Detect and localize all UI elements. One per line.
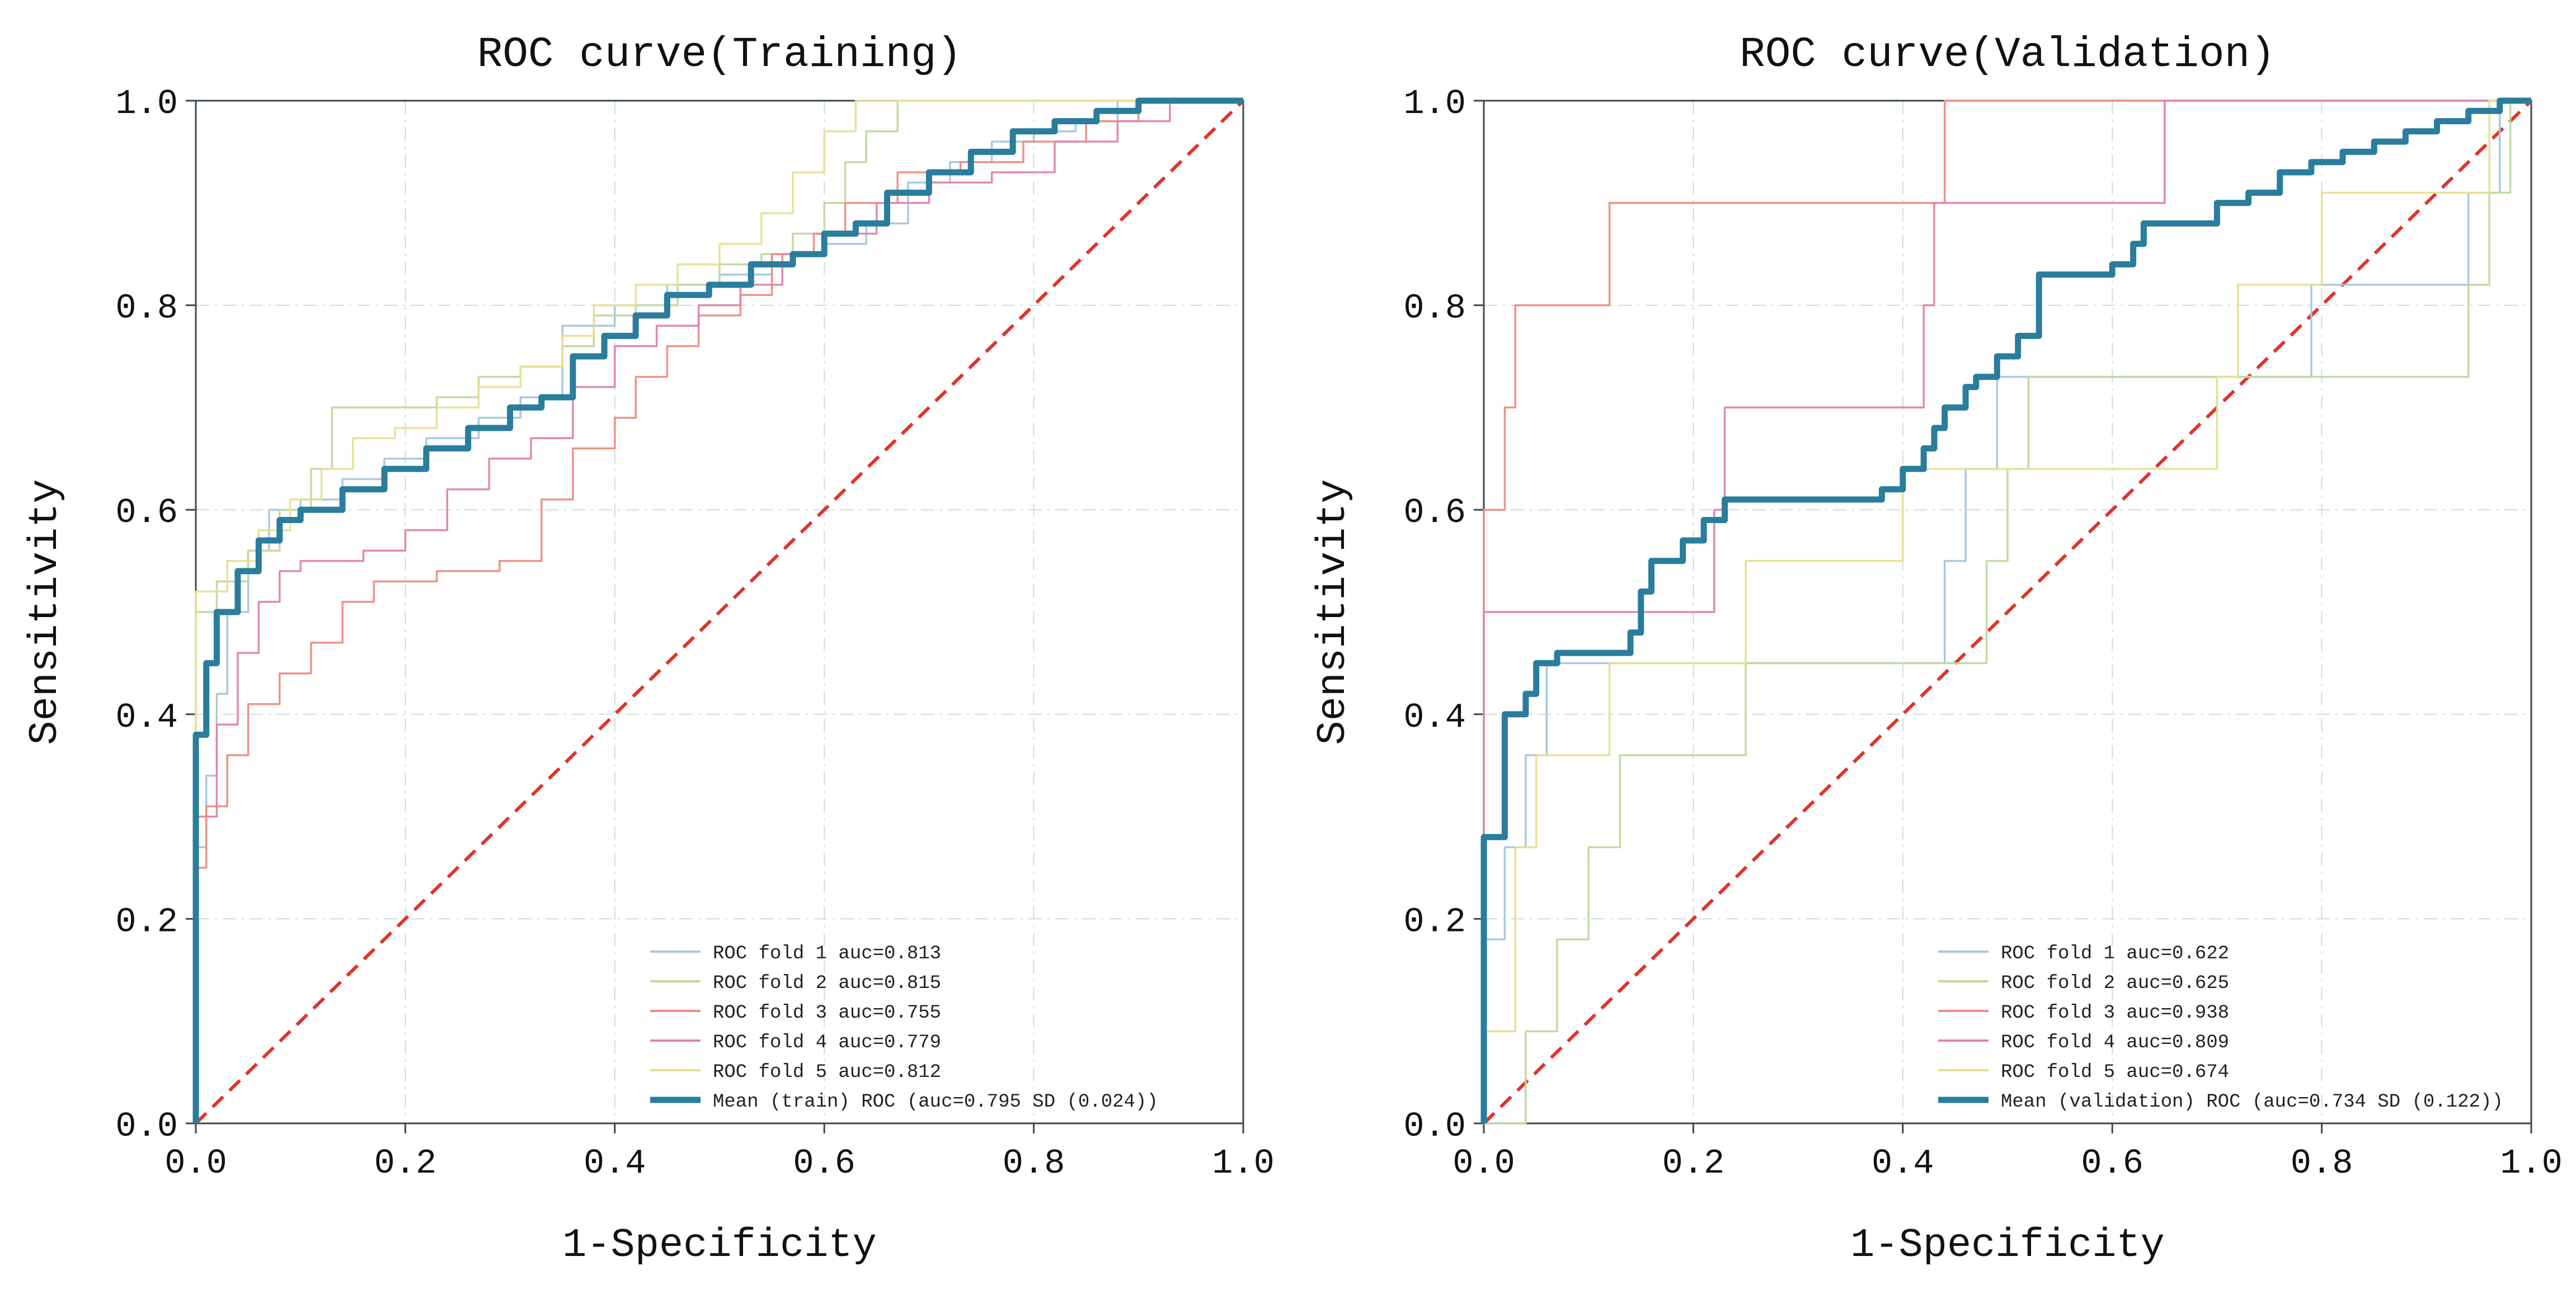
x-tick-label: 0.2 <box>374 1144 437 1183</box>
y-tick-label: 0.0 <box>1403 1107 1466 1146</box>
x-tick-label: 1.0 <box>2500 1144 2563 1183</box>
x-tick-label: 0.4 <box>584 1144 646 1183</box>
x-tick-label: 0.8 <box>1003 1144 1065 1183</box>
diagonal-reference-line <box>1482 99 2533 1125</box>
roc-curve-fold-5 <box>1483 100 2531 1123</box>
y-tick-label: 0.0 <box>115 1107 178 1146</box>
y-tick-label: 1.0 <box>115 84 178 124</box>
y-axis-label: Sensitivity <box>1310 479 1356 745</box>
y-tick-label: 0.8 <box>115 289 178 328</box>
x-tick-label: 0.0 <box>164 1144 227 1183</box>
x-axis-label: 1-Specificity <box>1850 1222 2165 1268</box>
roc-chart-validation: 0.00.0 0.2 0.2 0.4 0.4 0.6 0.6 0.8 0.8 1.0 1.0 ROC … <box>1310 31 2563 1268</box>
x-tick-label: 0.6 <box>793 1144 855 1183</box>
legend-label: Mean (train) ROC (auc=0.795 SD (0.024)) <box>713 1091 1158 1113</box>
legend-label: ROC fold 5 auc=0.674 <box>2001 1062 2229 1083</box>
roc-curve-fold-2 <box>195 100 1243 1123</box>
x-tick-label: 0.0 <box>1452 1144 1515 1183</box>
x-tick-label: 0.6 <box>2081 1144 2143 1183</box>
legend-label: ROC fold 3 auc=0.755 <box>713 1003 941 1024</box>
roc-curve-fold-4 <box>1483 100 2531 1123</box>
x-axis-label: 1-Specificity <box>562 1222 877 1268</box>
chart-title: ROC curve(Validation) <box>1740 31 2276 79</box>
y-tick-label: 0.6 <box>1403 493 1466 533</box>
validation-panel: 0.0 0.0 0.2 0.2 0.4 0.4 0.6 0.6 0.8 0.8 1.0 1.0 ROC … <box>1288 0 2576 1308</box>
legend-label: ROC fold 3 auc=0.938 <box>2001 1003 2229 1024</box>
plot-layer: 0.00.0 0.2 0.2 0.4 0.4 0.6 0.6 0.8 0.8 1.0 1.0 ROC … <box>115 84 1274 1183</box>
legend-label: Mean (validation) ROC (auc=0.734 SD (0.1… <box>2001 1091 2503 1113</box>
x-tick-label: 1.0 <box>1212 1144 1275 1183</box>
chart-title: ROC curve(Training) <box>477 31 962 79</box>
roc-curve-fold-4 <box>195 100 1243 1123</box>
x-tick-label: 0.2 <box>1662 1144 1725 1183</box>
y-tick-label: 0.8 <box>1403 289 1466 328</box>
legend-label: ROC fold 1 auc=0.813 <box>713 943 941 964</box>
legend-label: ROC fold 1 auc=0.622 <box>2001 943 2229 964</box>
mean-roc-curve <box>192 97 1243 1123</box>
y-tick-label: 0.2 <box>1403 902 1466 942</box>
legend-label: ROC fold 4 auc=0.809 <box>2001 1032 2229 1053</box>
legend-label: ROC fold 2 auc=0.815 <box>713 973 941 994</box>
plot-layer: 0.00.0 0.2 0.2 0.4 0.4 0.6 0.6 0.8 0.8 1.0 1.0 ROC … <box>1403 84 2562 1183</box>
y-tick-label: 0.6 <box>115 493 178 533</box>
training-panel: 0.0 0.0 0.2 0.2 0.4 0.4 0.6 0.6 0.8 0.8 1.0 1.0 ROC … <box>22 31 1275 1268</box>
y-tick-label: 0.4 <box>115 698 178 737</box>
y-tick-label: 1.0 <box>1403 84 1466 124</box>
legend-label: ROC fold 2 auc=0.625 <box>2001 973 2229 994</box>
y-tick-label: 0.2 <box>115 902 178 942</box>
legend-label: ROC fold 4 auc=0.779 <box>713 1032 941 1053</box>
y-tick-label: 0.4 <box>1403 698 1466 737</box>
diagonal-reference-line <box>194 99 1245 1125</box>
mean-roc-curve <box>1480 97 2531 1123</box>
roc-chart-training: 0.00.0 0.2 0.2 0.4 0.4 0.6 0.6 0.8 0.8 1.0 1.0 ROC … <box>22 31 1275 1268</box>
y-axis-label: Sensitivity <box>22 479 68 745</box>
x-tick-label: 0.8 <box>2291 1144 2353 1183</box>
legend-label: ROC fold 5 auc=0.812 <box>713 1062 941 1083</box>
roc-curve-fold-2 <box>1484 100 2531 1124</box>
x-tick-label: 0.4 <box>1872 1144 1934 1183</box>
